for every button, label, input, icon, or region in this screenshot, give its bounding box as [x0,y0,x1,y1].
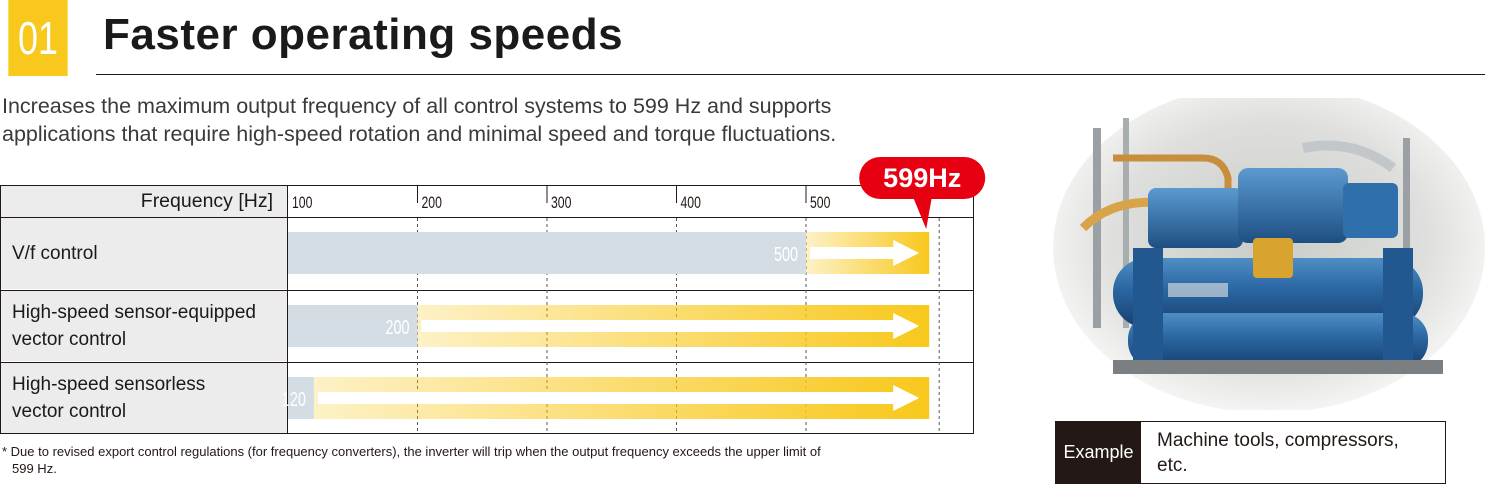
arrow-mark [810,240,920,266]
max-frequency-label: 599Hz [883,163,961,193]
previous-bar [288,377,314,419]
example-tag: Example [1056,422,1141,483]
row-label-line-2: vector control [12,329,127,350]
header-divider [0,217,974,218]
tick-label: 200 [422,194,442,212]
section-number-badge: 01 [8,0,68,76]
tick-label: 100 [292,194,312,212]
row-divider [0,290,974,291]
title-underline [96,74,1485,75]
intro-line-1: Increases the maximum output frequency o… [2,94,832,118]
row-divider [0,362,974,363]
bar-value-label: 200 [385,316,409,339]
example-line-2: etc. [1157,455,1188,476]
intro-line-2: applications that require high-speed rot… [2,122,837,146]
tick-label: 400 [681,194,701,212]
chart-plot-area: 100 200 300 400 500 500 200 120 599Hz [282,157,986,434]
example-text: Machine tools, compressors, etc. [1141,422,1445,483]
footnote: * Due to revised export control regulati… [2,443,962,477]
bar-value-label: 500 [774,243,798,266]
arrow-mark [317,385,920,411]
row-label-vf-control: V/f control [1,218,287,289]
frequency-axis-header: Frequency [Hz] [1,186,287,217]
footnote-line-1: * Due to revised export control regulati… [2,444,821,459]
max-frequency-badge [859,157,986,199]
row-label-line-2: vector control [12,401,127,422]
tick-label: 500 [810,194,830,212]
row-label-line-1: High-speed sensor-equipped [12,302,256,323]
frequency-chart: Frequency [Hz] V/f control High-speed se… [0,157,986,435]
row-label-line-1: V/f control [12,243,98,264]
badge-pointer [912,195,933,229]
example-box: Example Machine tools, compressors, etc. [1055,421,1446,484]
page-title: Faster operating speeds [103,10,624,59]
intro-paragraph: Increases the maximum output frequency o… [2,92,1002,148]
row-label-sensor-vector: High-speed sensor-equipped vector contro… [1,291,287,361]
previous-bar [288,232,806,274]
arrow-mark [421,313,920,339]
section-number: 01 [18,12,58,64]
chart-frame [0,185,974,434]
compressor-photo [1053,98,1485,410]
row-label-sensorless-vector: High-speed sensorless vector control [1,363,287,433]
tick-label: 300 [551,194,571,212]
footnote-line-2: 599 Hz. [12,461,57,476]
label-column-divider [287,185,288,434]
bar-value-label: 120 [282,388,306,411]
example-line-1: Machine tools, compressors, [1157,430,1399,451]
previous-bar [288,305,418,347]
row-label-line-1: High-speed sensorless [12,374,206,395]
